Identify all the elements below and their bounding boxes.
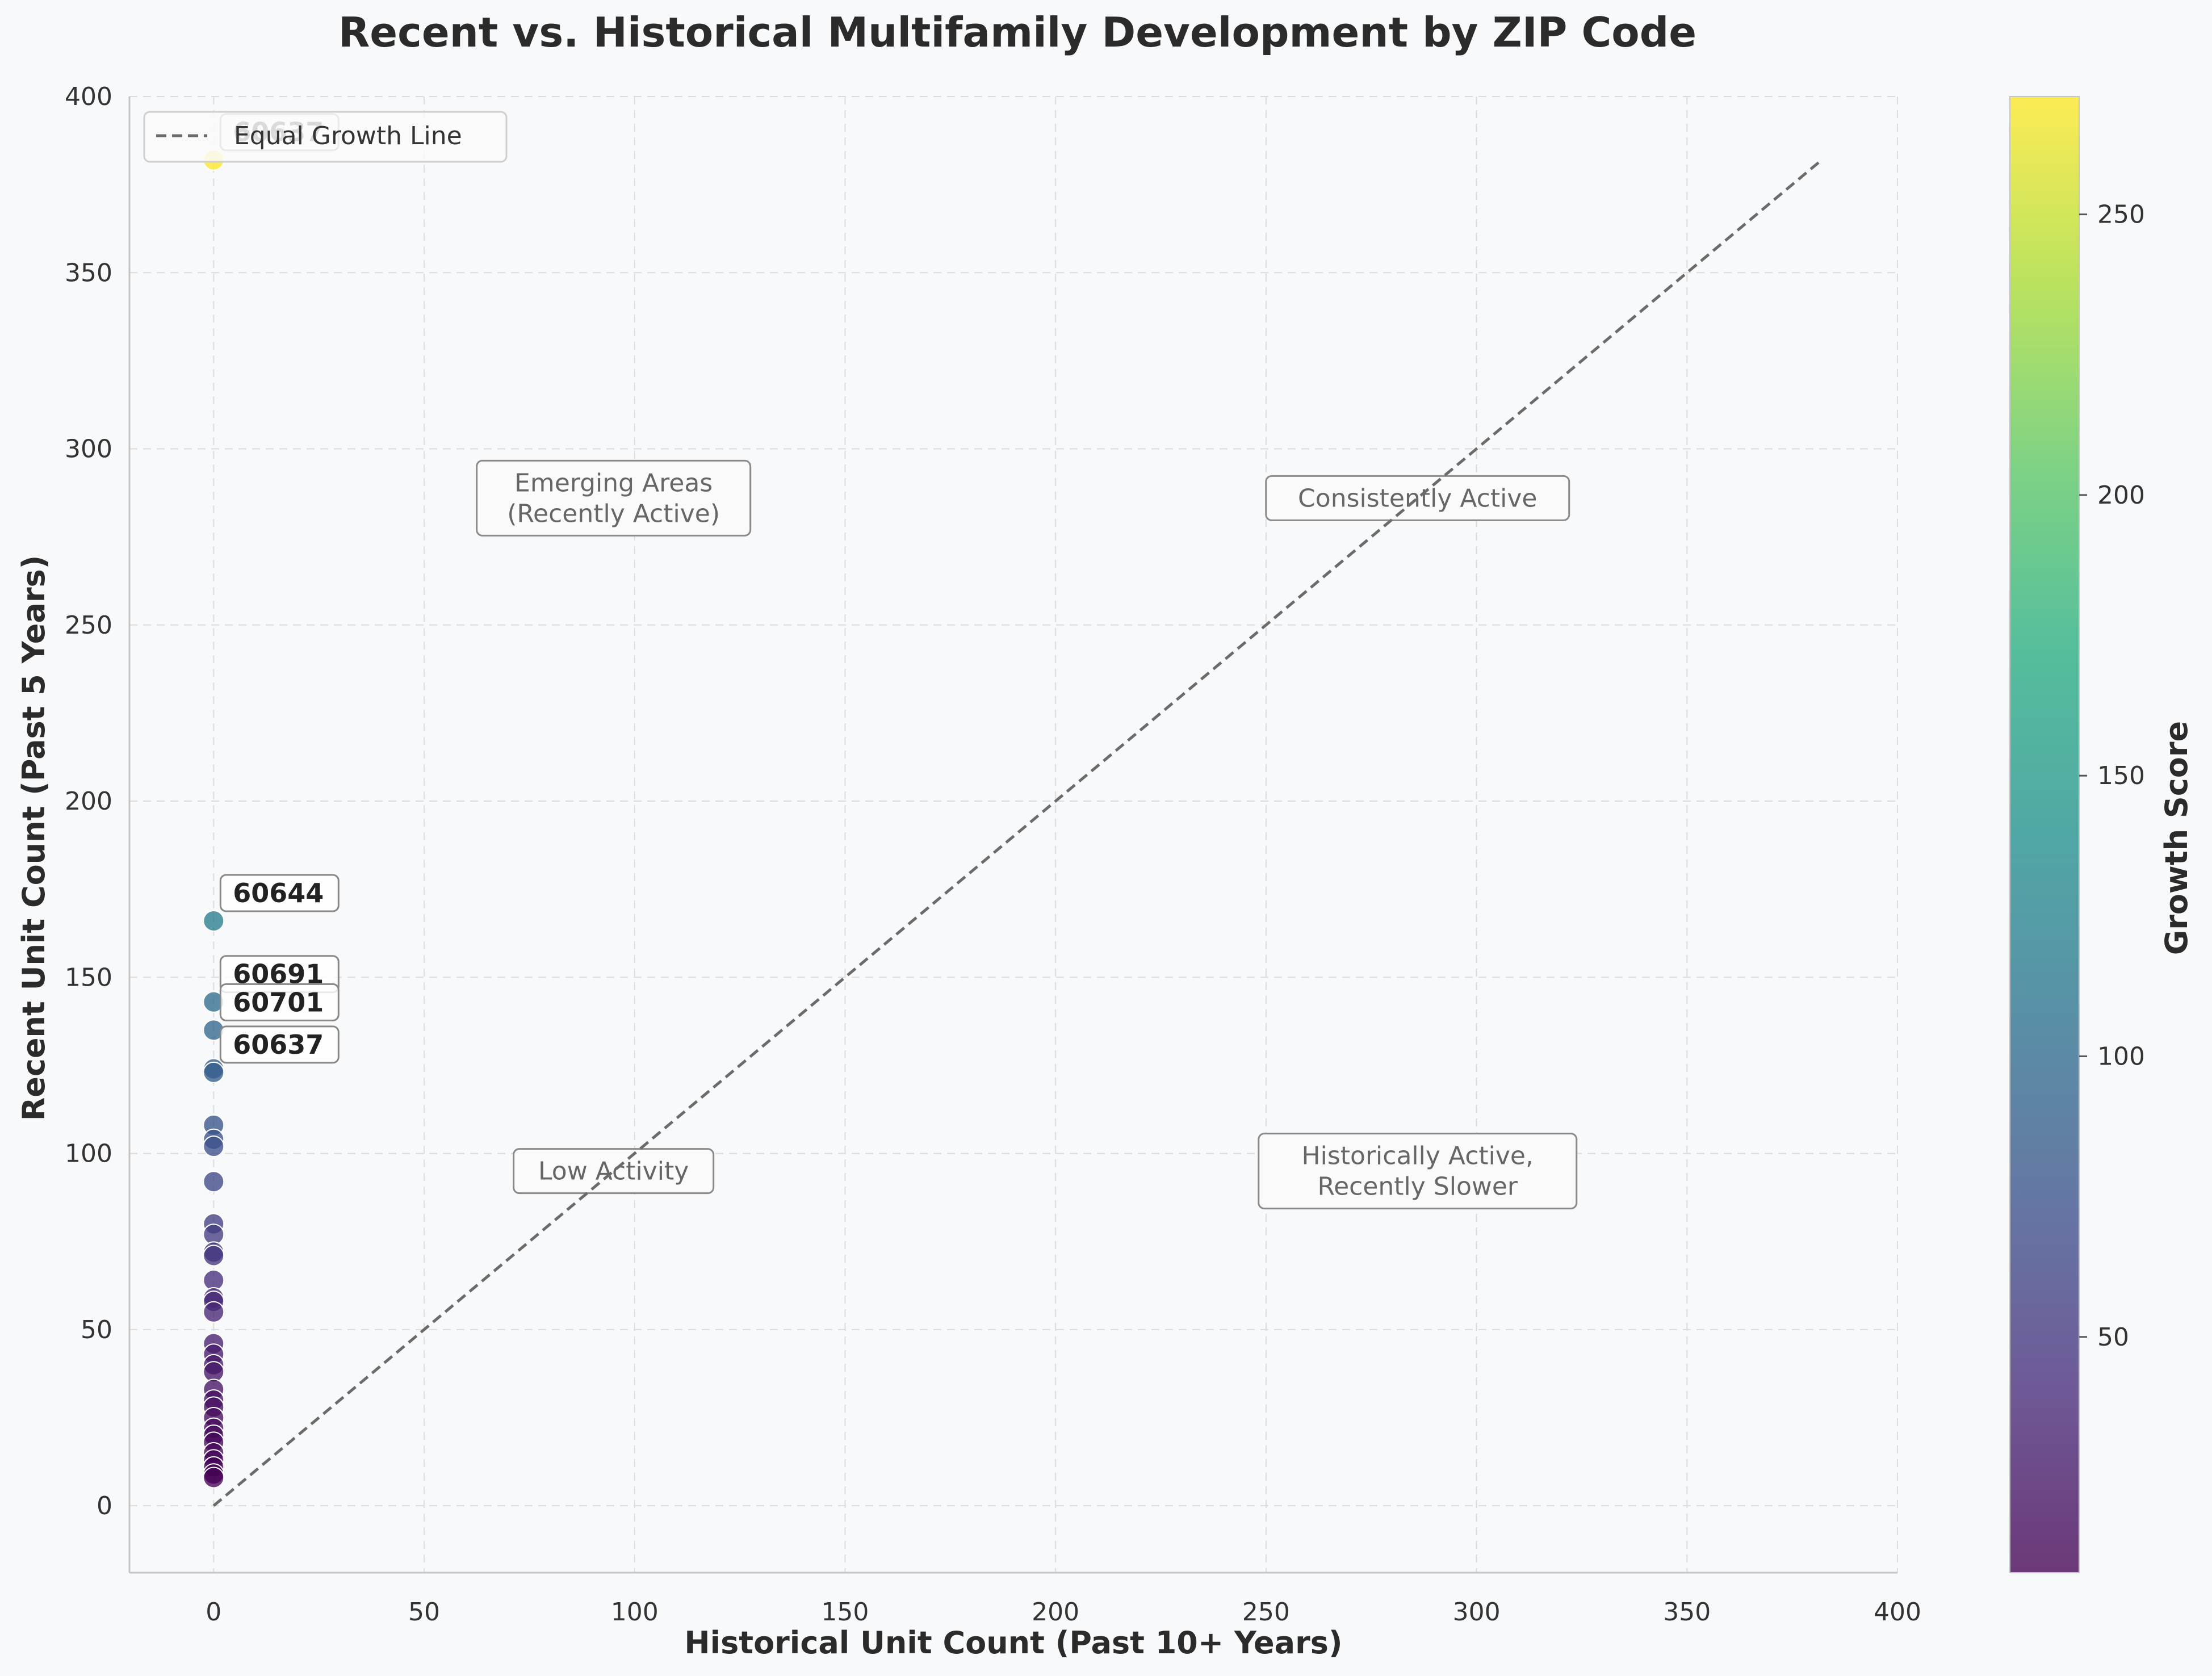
zip-label-box [219, 983, 340, 1021]
data-point [203, 1466, 225, 1489]
legend: Equal Growth Line [143, 111, 508, 163]
x-tick-label: 300 [1453, 1598, 1501, 1627]
data-point [203, 1245, 225, 1267]
colorbar-label: Growth Score [2159, 721, 2194, 955]
y-tick-label: 250 [65, 611, 112, 640]
legend-label: Equal Growth Line [234, 121, 462, 150]
region-annotation-text: Consistently Active [1298, 484, 1537, 513]
zip-label-box [219, 1025, 340, 1064]
region-annotation-text: Historically Active, [1302, 1142, 1534, 1171]
colorbar-scale [2009, 96, 2080, 1573]
y-tick-label: 50 [81, 1315, 112, 1344]
region-annotation-box [1265, 475, 1570, 521]
zip-label: 60644 [233, 878, 324, 908]
y-tick-label: 400 [65, 82, 112, 111]
y-tick-label: 300 [65, 435, 112, 464]
region-annotation-box [513, 1148, 715, 1195]
x-tick-label: 200 [1032, 1598, 1079, 1627]
x-tick-label: 350 [1663, 1598, 1711, 1627]
legend-box [143, 111, 508, 163]
y-tick-label: 0 [97, 1491, 112, 1520]
region-annotation-box [1258, 1133, 1578, 1210]
y-axis-label: Recent Unit Count (Past 5 Years) [16, 555, 52, 1121]
x-tick-label: 100 [611, 1598, 659, 1627]
data-point [203, 1136, 225, 1158]
data-point [203, 1301, 225, 1323]
region-annotation-text: Recently Slower [1317, 1172, 1518, 1201]
y-tick-label: 350 [65, 258, 112, 287]
y-tick-label: 150 [65, 963, 112, 992]
zip-label: 60701 [233, 987, 324, 1017]
x-tick-label: 0 [206, 1598, 221, 1627]
chart-title: Recent vs. Historical Multifamily Develo… [338, 9, 1696, 56]
colorbar-tick-label: 200 [2097, 481, 2145, 510]
y-tick-label: 100 [65, 1139, 112, 1168]
region-annotation-text: Low Activity [538, 1157, 689, 1186]
colorbar-tick-label: 100 [2097, 1042, 2145, 1071]
colorbar-tick-label: 150 [2097, 761, 2145, 790]
zip-label-box [219, 874, 340, 912]
x-tick-label: 150 [821, 1598, 869, 1627]
x-tick-label: 50 [408, 1598, 440, 1627]
colorbar-tick-label: 50 [2097, 1323, 2129, 1352]
region-annotation-box [476, 459, 752, 537]
region-annotation-text: Emerging Areas [514, 468, 713, 497]
data-point [203, 910, 225, 932]
colorbar-tick-label: 250 [2097, 200, 2145, 229]
zip-label: 60637 [233, 1029, 324, 1060]
x-axis-label: Historical Unit Count (Past 10+ Years) [684, 1625, 1342, 1661]
region-annotation-text: (Recently Active) [507, 499, 720, 528]
colorbar: 50 100 150 200 250 [2009, 96, 2145, 1573]
x-tick-label: 250 [1242, 1598, 1290, 1627]
x-tick-label: 400 [1874, 1598, 1921, 1627]
data-point [203, 1171, 225, 1193]
y-tick-label: 200 [65, 787, 112, 816]
plot-area: 0 50 100 150 200 250 300 350 400 0 50 100 150 200 250 3… [65, 82, 1921, 1627]
data-point [203, 1061, 225, 1083]
